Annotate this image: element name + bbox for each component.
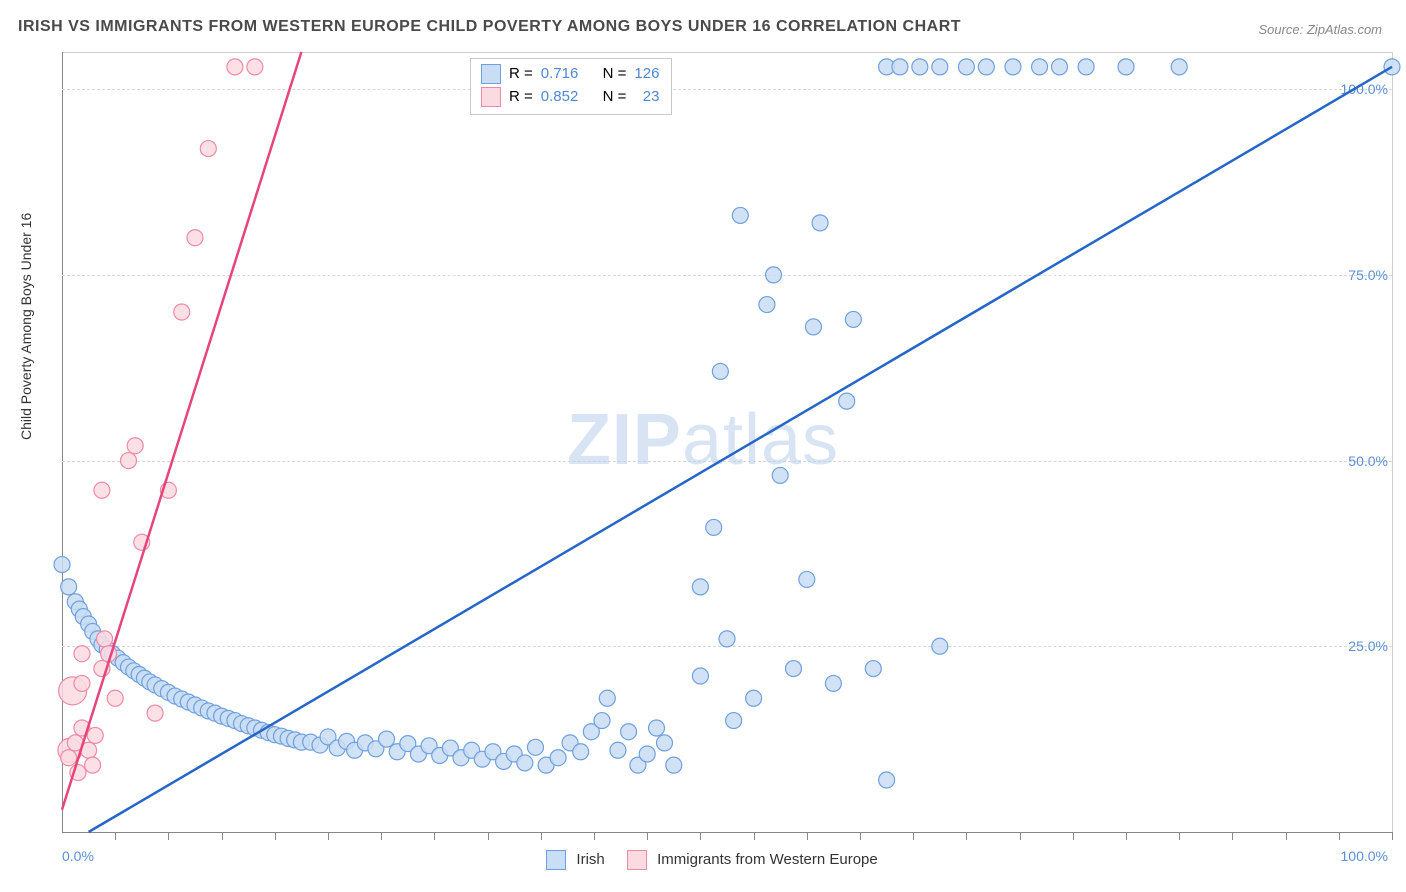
legend-swatch-irish [546,850,566,870]
x-tick [966,832,967,840]
source-label: Source: ZipAtlas.com [1258,22,1382,37]
stats-box: R = 0.716 N = 126 R = 0.852 N = 23 [470,58,672,115]
legend-label-immigrants: Immigrants from Western Europe [657,851,878,868]
y-axis-label: Child Poverty Among Boys Under 16 [18,213,34,440]
x-tick [115,832,116,840]
x-tick [700,832,701,840]
x-axis [62,832,1392,833]
legend-label-irish: Irish [576,851,604,868]
legend-swatch-immigrants [627,850,647,870]
x-tick [1126,832,1127,840]
x-tick [222,832,223,840]
x-tick [275,832,276,840]
x-tick [860,832,861,840]
x-tick [1179,832,1180,840]
x-tick [168,832,169,840]
x-tick [328,832,329,840]
stats-row-immigrants: R = 0.852 N = 23 [481,86,659,109]
x-tick [381,832,382,840]
x-tick [434,832,435,840]
scatter-plot-svg [62,52,1392,832]
x-tick [1286,832,1287,840]
x-tick [1232,832,1233,840]
x-tick [647,832,648,840]
x-tick [754,832,755,840]
x-tick [1073,832,1074,840]
chart-title: IRISH VS IMMIGRANTS FROM WESTERN EUROPE … [18,18,961,36]
x-tick [1020,832,1021,840]
bottom-legend: Irish Immigrants from Western Europe [0,850,1406,870]
stats-row-irish: R = 0.716 N = 126 [481,63,659,86]
swatch-immigrants [481,87,501,107]
x-tick [1339,832,1340,840]
swatch-irish [481,64,501,84]
x-tick [1392,832,1393,840]
x-tick [807,832,808,840]
x-tick [913,832,914,840]
x-tick [594,832,595,840]
x-tick [541,832,542,840]
x-tick [488,832,489,840]
